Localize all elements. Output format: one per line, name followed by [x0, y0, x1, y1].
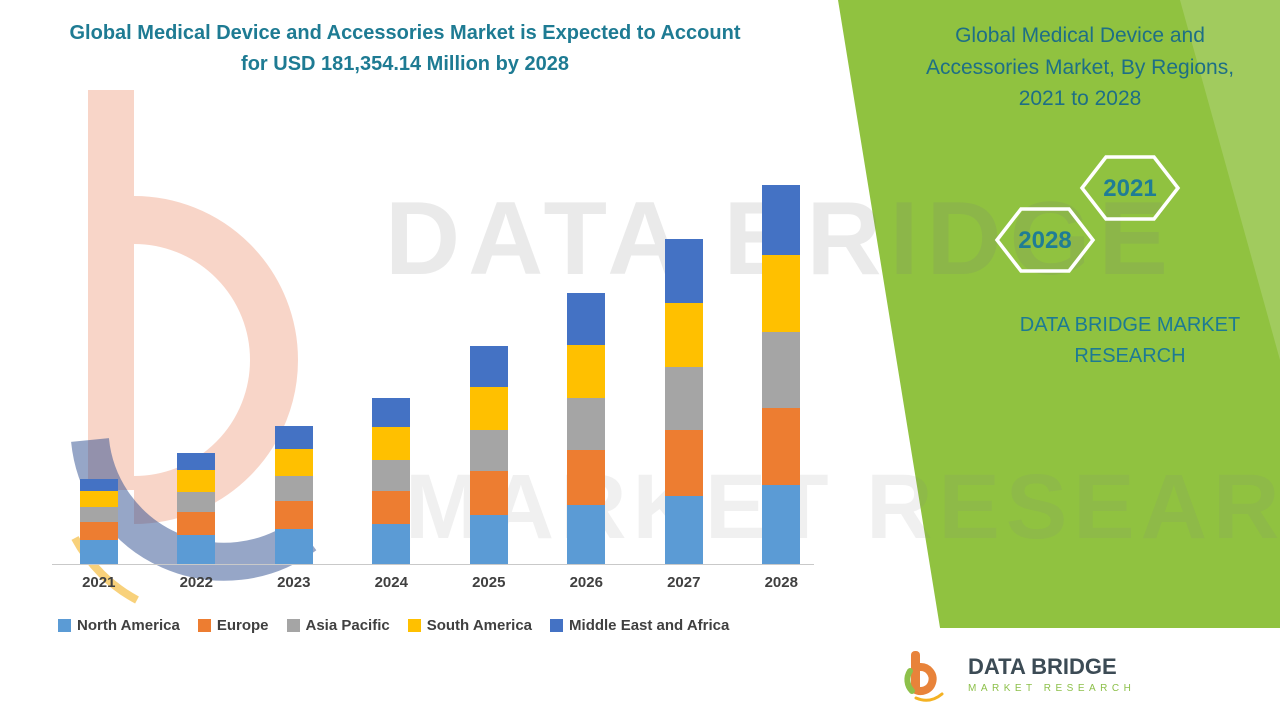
stacked-bar-2025 [469, 346, 508, 565]
segment-2025-middle-east-and-africa [469, 346, 508, 387]
segment-2026-asia-pacific [567, 398, 606, 450]
x-axis-label-2026: 2026 [569, 574, 603, 591]
x-axis-label-2024: 2024 [374, 574, 408, 591]
x-axis-label-2021: 2021 [82, 574, 116, 591]
hexagon-2028-label: 2028 [1018, 227, 1071, 254]
databridge-logo-box: DATA BRIDGE MARKET RESEARCH [872, 628, 1280, 720]
x-axis-label-2028: 2028 [764, 574, 798, 591]
segment-2024-south-america [372, 426, 411, 460]
segment-2023-north-america [274, 529, 313, 565]
legend-label: Europe [216, 617, 269, 634]
watermark-text-marketresearch: MARKET RESEARCH [405, 456, 1280, 558]
segment-2028-south-america [762, 254, 801, 333]
segment-2026-south-america [567, 344, 606, 399]
segment-2027-asia-pacific [664, 367, 703, 430]
segment-2026-europe [567, 449, 606, 506]
stacked-bar-2028 [762, 185, 801, 565]
stacked-bar-2022 [177, 452, 216, 565]
segment-2021-middle-east-and-africa [79, 478, 118, 492]
segment-2021-north-america [79, 540, 118, 565]
x-axis-labels: 2021 2022 2023 2024 2025 2026 2027 2028 [50, 574, 830, 596]
legend-item-asia-pacific: Asia Pacific [286, 617, 390, 634]
legend-item-middle-east-and-africa: Middle East and Africa [550, 617, 729, 634]
segment-2027-north-america [664, 495, 703, 565]
segment-2023-middle-east-and-africa [274, 425, 313, 449]
segment-2026-north-america [567, 505, 606, 565]
segment-2021-europe [79, 522, 118, 541]
segment-2022-asia-pacific [177, 491, 216, 512]
panel-brand-caption: DATA BRIDGE MARKET RESEARCH [1019, 314, 1241, 367]
panel-title: Global Medical Device and Accessories Ma… [925, 24, 1235, 110]
legend-label: Middle East and Africa [569, 617, 730, 634]
logo-title: DATA BRIDGE [968, 654, 1117, 679]
stacked-bar-2021 [79, 478, 118, 565]
segment-2028-asia-pacific [762, 332, 801, 408]
segment-2025-south-america [469, 386, 508, 430]
legend-item-north-america: North America [58, 617, 180, 634]
logo-subtitle: MARKET RESEARCH [968, 683, 1136, 694]
segment-2028-europe [762, 407, 801, 486]
x-axis-label-2027: 2027 [667, 574, 701, 591]
segment-2024-middle-east-and-africa [372, 397, 411, 427]
segment-2024-asia-pacific [372, 459, 411, 491]
segment-2021-asia-pacific [79, 507, 118, 523]
segment-2026-middle-east-and-africa [567, 293, 606, 345]
year-hexagons: 2021 2028 [994, 155, 1181, 273]
segment-2023-europe [274, 501, 313, 530]
chart-legend: North America Europe Asia Pacific South Ame… [58, 617, 729, 634]
legend-swatch-asia-pacific [286, 619, 300, 632]
segment-2027-europe [664, 429, 703, 496]
segment-2022-middle-east-and-africa [177, 452, 216, 471]
segment-2023-asia-pacific [274, 475, 313, 502]
segment-2027-south-america [664, 303, 703, 367]
stacked-bar-chart [50, 150, 830, 565]
segment-2024-north-america [372, 524, 411, 565]
legend-label: Asia Pacific [305, 617, 390, 634]
stacked-bar-2024 [372, 397, 411, 565]
stacked-bar-2026 [567, 293, 606, 565]
chart-title: Global Medical Device and Accessories Ma… [69, 22, 741, 75]
segment-2025-europe [469, 470, 508, 515]
segment-2025-asia-pacific [469, 429, 508, 471]
stacked-bar-2023 [274, 425, 313, 565]
x-axis-label-2022: 2022 [179, 574, 213, 591]
segment-2025-north-america [469, 514, 508, 565]
legend-swatch-south-america [407, 619, 421, 632]
x-axis-label-2023: 2023 [277, 574, 311, 591]
segment-2028-north-america [762, 485, 801, 565]
hexagon-2021-label: 2021 [1103, 175, 1156, 202]
segment-2022-north-america [177, 534, 216, 565]
segment-2022-south-america [177, 470, 216, 492]
legend-item-europe: Europe [197, 617, 269, 634]
x-axis-line [52, 564, 814, 565]
legend-label: South America [426, 617, 533, 634]
legend-swatch-middle-east-and-africa [550, 619, 564, 632]
segment-2022-europe [177, 511, 216, 535]
hexagon-2021 [1079, 155, 1181, 221]
segment-2021-south-america [79, 491, 118, 508]
x-axis-label-2025: 2025 [472, 574, 506, 591]
hexagon-2028 [994, 207, 1096, 273]
segment-2027-middle-east-and-africa [664, 238, 703, 304]
segment-2028-middle-east-and-africa [762, 185, 801, 255]
segment-2023-south-america [274, 448, 313, 476]
legend-label: North America [77, 617, 180, 634]
legend-swatch-europe [197, 619, 211, 632]
legend-swatch-north-america [58, 619, 71, 632]
stacked-bar-2027 [664, 238, 703, 565]
databridge-logo-icon [904, 651, 944, 702]
legend-item-south-america: South America [407, 617, 533, 634]
segment-2024-europe [372, 490, 411, 525]
